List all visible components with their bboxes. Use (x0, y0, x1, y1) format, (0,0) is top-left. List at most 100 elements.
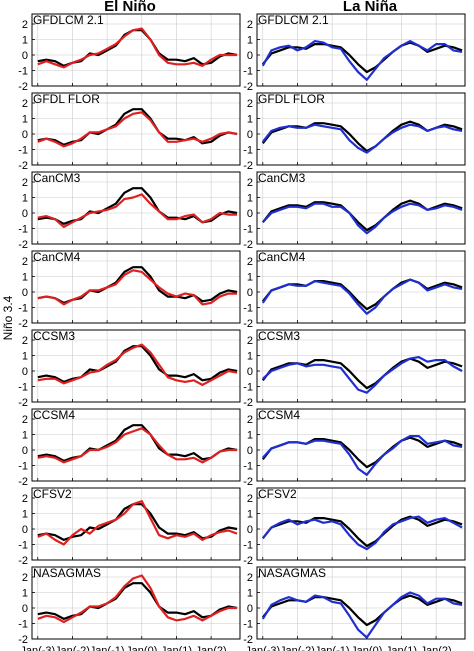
series-observed-line (261, 515, 463, 548)
y-tick-label: 1 (247, 430, 253, 442)
panel-el-nino-4: 2 1 0 -1 -2 CanCM4 (18, 250, 241, 330)
panel-model-label: GFDLCM 2.1 (258, 13, 329, 27)
y-tick-label: 1 (22, 272, 28, 284)
y-tick-label: 0 (247, 50, 253, 62)
y-tick-label: 1 (22, 193, 28, 205)
series-model-line (261, 591, 463, 639)
y-tick-label: 0 (22, 603, 28, 615)
y-tick-label: 1 (247, 509, 253, 521)
y-tick-label: -1 (243, 540, 253, 552)
title-el-nino: El Niño (104, 0, 156, 15)
panel-la-nina-2: 2 1 0 -1 -2 GFDL FLOR (243, 92, 466, 172)
panel-frame (31, 13, 241, 87)
y-tick-label: -2 (18, 634, 28, 646)
y-tick-label: -1 (243, 66, 253, 78)
y-tick-label: 1 (22, 430, 28, 442)
panel-model-label: CanCM4 (33, 250, 81, 264)
y-tick-label: 2 (247, 493, 253, 505)
y-tick-label: -2 (18, 397, 28, 409)
panel-frame (31, 171, 241, 245)
y-tick-label: 2 (22, 414, 28, 426)
panel-frame (31, 250, 241, 324)
series-observed-line (261, 199, 463, 232)
y-tick-label: 2 (22, 98, 28, 110)
panel-la-nina-6: 2 1 0 -1 -2 CCSM4 (243, 408, 466, 488)
y-tick-label: 1 (22, 588, 28, 600)
y-tick-label: -2 (18, 476, 28, 488)
panel-la-nina-5: 2 1 0 -1 -2 CCSM3 (243, 329, 466, 409)
y-tick-label: 0 (247, 524, 253, 536)
y-tick-label: -1 (18, 619, 28, 631)
y-tick-label: -2 (18, 81, 28, 93)
x-tick-label: Jan(2) (196, 645, 227, 651)
panel-model-label: NASAGMAS (33, 566, 101, 580)
panel-frame (31, 566, 241, 640)
y-tick-label: 0 (247, 208, 253, 220)
y-tick-label: 2 (247, 19, 253, 31)
y-tick-label: -2 (18, 555, 28, 567)
y-tick-label: -1 (18, 66, 28, 78)
y-tick-label: 0 (22, 366, 28, 378)
series-observed-line (37, 108, 238, 146)
y-tick-label: 2 (22, 177, 28, 189)
panel-la-nina-7: 2 1 0 -1 -2 CFSV2 (243, 487, 466, 567)
panel-frame (256, 408, 466, 482)
panel-el-nino-2: 2 1 0 -1 -2 GFDL FLOR (18, 92, 241, 172)
y-tick-label: 2 (22, 572, 28, 584)
y-tick-label: -1 (18, 224, 28, 236)
y-tick-label: -2 (243, 81, 253, 93)
x-tick-label: Jan(-3) (245, 645, 280, 651)
y-tick-label: 0 (247, 287, 253, 299)
y-tick-label: -1 (18, 540, 28, 552)
series-model-line (37, 500, 238, 546)
panel-model-label: CFSV2 (258, 487, 297, 501)
panel-el-nino-5: 2 1 0 -1 -2 CCSM3 (18, 329, 241, 409)
y-tick-label: 0 (22, 50, 28, 62)
series-model-line (261, 515, 463, 551)
panel-frame (31, 92, 241, 166)
y-tick-label: 0 (22, 524, 28, 536)
y-tick-label: -1 (18, 145, 28, 157)
y-tick-label: -1 (243, 619, 253, 631)
panel-frame (256, 171, 466, 245)
y-tick-label: 0 (22, 129, 28, 141)
panel-model-label: NASAGMAS (258, 566, 326, 580)
series-observed-line (37, 266, 238, 304)
y-tick-label: -2 (18, 239, 28, 251)
y-tick-label: 0 (247, 603, 253, 615)
y-tick-label: -1 (243, 382, 253, 394)
panel-model-label: CanCM4 (258, 250, 306, 264)
series-model-line (37, 574, 238, 624)
panel-frame (256, 566, 466, 640)
y-tick-label: 1 (22, 114, 28, 126)
series-model-line (37, 111, 238, 148)
panel-frame (256, 92, 466, 166)
x-tick-label: Jan(1) (161, 645, 192, 651)
y-tick-label: -2 (243, 318, 253, 330)
panel-model-label: GFDL FLOR (258, 92, 325, 106)
x-tick-label: Jan(-1) (315, 645, 350, 651)
y-tick-label: 0 (22, 287, 28, 299)
y-tick-label: -1 (243, 224, 253, 236)
y-tick-label: -2 (18, 318, 28, 330)
y-tick-label: 1 (247, 193, 253, 205)
series-model-line (261, 202, 463, 235)
panel-la-nina-1: 2 1 0 -1 -2 GFDLCM 2.1 (243, 13, 466, 93)
series-observed-line (261, 278, 463, 311)
x-tick-label: Jan(2) (421, 645, 452, 651)
title-la-nina: La Niña (343, 0, 398, 15)
series-model-line (261, 123, 463, 154)
x-tick-label: Jan(0) (126, 645, 157, 651)
panel-model-label: CCSM3 (258, 329, 300, 343)
series-model-line (261, 278, 463, 315)
y-tick-label: -2 (243, 160, 253, 172)
panel-model-label: CanCM3 (258, 171, 306, 185)
y-tick-label: 0 (22, 208, 28, 220)
series-model-line (37, 427, 238, 464)
panel-la-nina-3: 2 1 0 -1 -2 CanCM3 (243, 171, 466, 251)
panel-frame (256, 250, 466, 324)
panel-model-label: GFDL FLOR (33, 92, 100, 106)
y-tick-label: 2 (247, 98, 253, 110)
